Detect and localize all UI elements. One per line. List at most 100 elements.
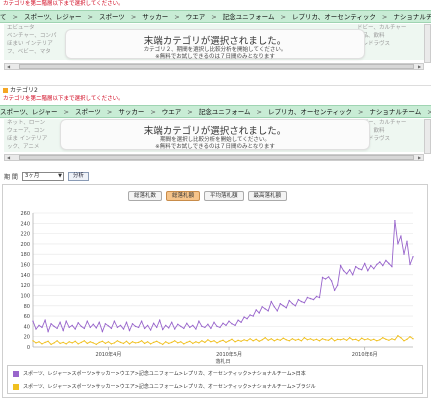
category1-vertical-scrollbar[interactable] (424, 24, 431, 63)
data-point (216, 325, 218, 328)
tab-total-count[interactable]: 総落札数 (128, 191, 163, 201)
category-list-item[interactable]: 食品、飲料 (357, 128, 385, 134)
tab-total-amount[interactable]: 総落札額 (166, 191, 201, 201)
data-point (174, 340, 176, 342)
breadcrumb-separator: > (187, 108, 193, 116)
data-point (35, 342, 37, 344)
data-point (116, 340, 119, 342)
category-list-item[interactable]: ネット、ローン (7, 120, 46, 126)
data-point (249, 338, 251, 340)
data-point (355, 338, 357, 340)
breadcrumb-item[interactable]: レプリカ、オーセンティック (291, 13, 376, 21)
breadcrumb-item[interactable]: スポーツ (74, 108, 101, 116)
scroll-right-icon[interactable]: ▶ (417, 155, 422, 160)
data-point (243, 316, 245, 318)
data-point (180, 341, 182, 343)
category1-horizontal-scrollbar[interactable]: ◀ ▶ (4, 63, 424, 70)
data-point (249, 314, 251, 316)
category-list-item[interactable]: ベンチャー、コンパ (7, 33, 57, 39)
breadcrumb-item[interactable]: スポーツ、レジャー (23, 13, 82, 21)
tab-max-amount[interactable]: 最高落札額 (247, 191, 288, 201)
breadcrumb-item[interactable]: ウエア (161, 108, 182, 116)
data-point (213, 321, 215, 323)
data-point (32, 320, 34, 322)
analyze-button[interactable]: 分析 (67, 171, 89, 181)
category2-overlay-title: 末端カテゴリが選択されました。 (143, 126, 287, 137)
data-point (270, 338, 272, 340)
period-select[interactable]: 3ヶ月 ▼ (21, 171, 64, 181)
category-list-item[interactable]: 医レドラヴス (357, 136, 391, 142)
data-point (59, 342, 61, 345)
data-point (300, 340, 303, 342)
scroll-right-icon[interactable]: ▶ (417, 64, 422, 69)
category-list-item[interactable]: 食品、飲料 (357, 33, 385, 39)
y-tick-label: 260 (20, 211, 30, 217)
scroll-left-icon[interactable]: ◀ (6, 155, 11, 160)
data-point (333, 289, 336, 291)
tab-average-amount[interactable]: 平均落札額 (204, 191, 244, 201)
data-point (80, 341, 83, 344)
data-point (104, 342, 107, 345)
data-point (339, 264, 342, 267)
category2-vertical-scrollbar[interactable] (424, 119, 431, 154)
data-point (385, 259, 387, 262)
category-list-item[interactable]: エビュータ (7, 25, 35, 31)
data-point (32, 340, 34, 342)
chart-legend: スポーツ、レジャー>スポーツ>サッカー>ウエア>記念ユニフォーム>レプリカ、オー… (7, 365, 423, 394)
breadcrumb-item[interactable]: 記念ユニフォーム (222, 13, 275, 21)
data-point (143, 327, 146, 330)
data-point (267, 339, 269, 341)
category-list-item[interactable]: ウェーア、コン (7, 128, 45, 134)
scroll-thumb[interactable] (19, 155, 414, 160)
breadcrumb-item[interactable]: スポーツ、レジャー (0, 108, 58, 116)
chevron-down-icon[interactable]: ▼ (58, 172, 62, 179)
data-point (47, 340, 49, 342)
scroll-left-icon[interactable]: ◀ (6, 64, 11, 69)
data-point (207, 323, 209, 325)
breadcrumb-item[interactable]: 記念ユニフォーム (198, 108, 251, 116)
data-point (74, 340, 76, 342)
breadcrumb-item[interactable]: ナショナルチーム (369, 108, 422, 116)
breadcrumb-item[interactable]: レプリカ、オーセンティック (267, 108, 352, 116)
data-point (183, 327, 185, 330)
breadcrumb-item[interactable]: て (0, 13, 7, 21)
data-point (74, 328, 76, 330)
category-list-item[interactable]: フ、ベビー、マタ (7, 49, 51, 55)
category-list-item[interactable]: ほま インテリア (7, 136, 48, 142)
category-list-item[interactable]: ほまい インテリア (7, 41, 53, 47)
breadcrumb-item[interactable]: スポーツ (98, 13, 125, 21)
breadcrumb-item[interactable]: ウエア (185, 13, 206, 21)
category1-warning: カテゴリを第二階層以下まで選択してください。 (3, 1, 124, 7)
breadcrumb-item[interactable]: ナショナルチーム (393, 13, 431, 21)
data-point (237, 339, 239, 341)
category-list-item[interactable]: ドビー、カルチャー (357, 25, 407, 31)
breadcrumb-separator: > (381, 13, 388, 21)
data-point (131, 323, 134, 325)
data-point (101, 330, 104, 333)
legend-swatch-series2 (13, 383, 19, 390)
scroll-thumb[interactable] (19, 64, 414, 69)
category2-horizontal-scrollbar[interactable]: ◀ ▶ (4, 154, 424, 161)
data-point (50, 343, 52, 346)
breadcrumb-item[interactable]: サッカー (118, 108, 145, 116)
category-column: ドビー、カルチャー 食品、飲料医レドラヴス (354, 119, 424, 143)
data-point (291, 303, 294, 305)
data-point (361, 269, 363, 271)
data-point (400, 235, 402, 237)
category-list-item[interactable]: 医レドラヴス (357, 41, 391, 47)
data-point (204, 326, 206, 329)
category-list-item[interactable]: ック、アニメ (7, 144, 40, 150)
category-list-item[interactable]: ドビー、カルチャー (357, 120, 407, 126)
data-point (379, 339, 381, 341)
data-point (234, 324, 236, 327)
data-point (342, 338, 345, 340)
data-point (98, 321, 101, 323)
data-point (394, 220, 396, 222)
data-point (189, 326, 191, 329)
data-point (234, 341, 236, 343)
breadcrumb-item[interactable]: サッカー (142, 13, 169, 21)
data-point (53, 325, 55, 328)
breadcrumb-separator: > (427, 106, 431, 117)
category1-overlay-line2: ※無料でお試しできるのは７日間のみとなります (155, 54, 275, 60)
data-point (324, 278, 327, 280)
